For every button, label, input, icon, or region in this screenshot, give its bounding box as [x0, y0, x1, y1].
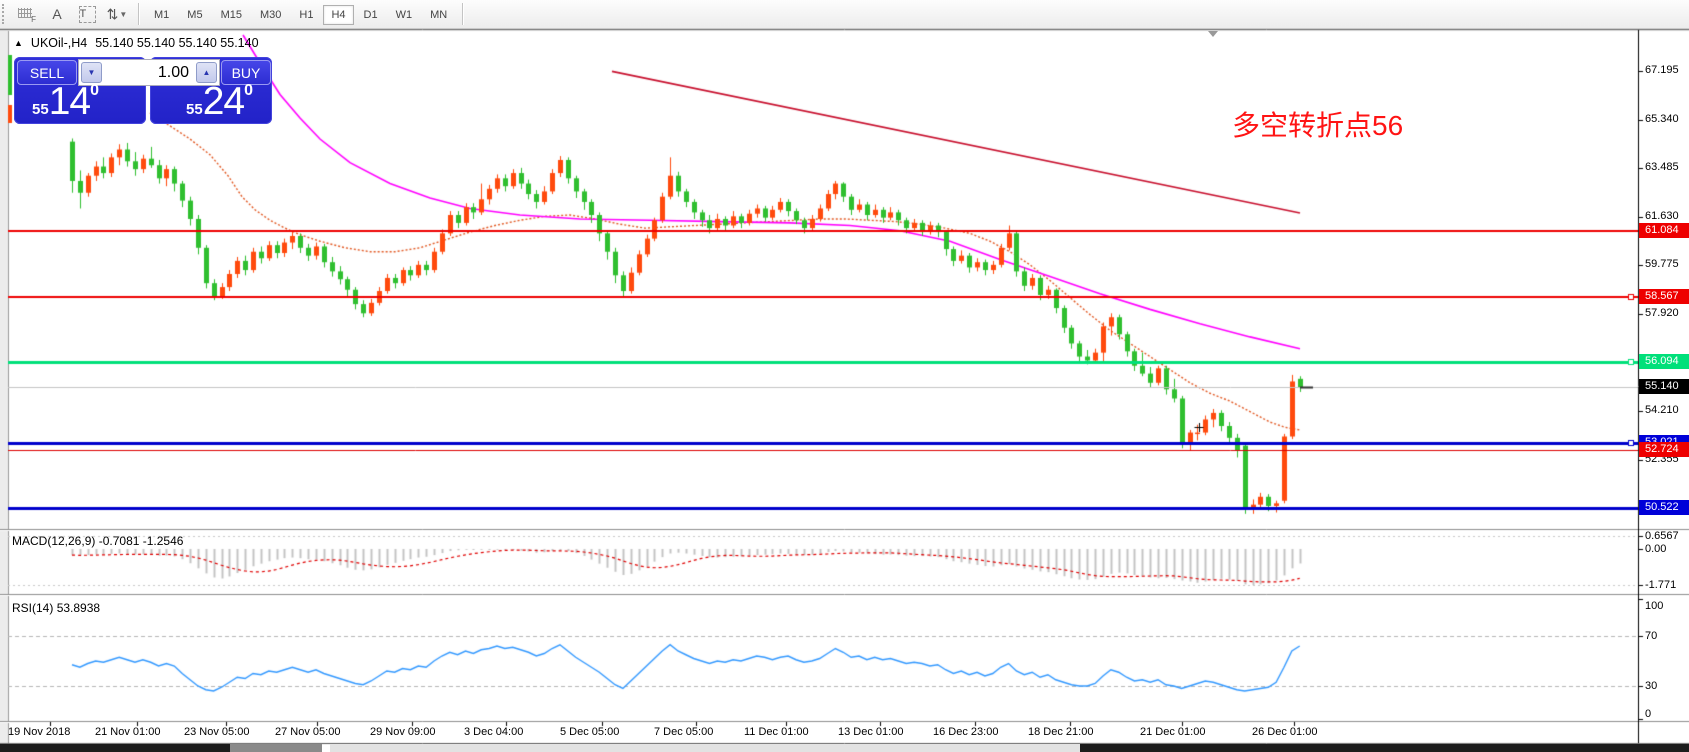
price-badge: 56.094: [1639, 353, 1689, 369]
price-badge: 55.140: [1639, 378, 1689, 394]
chart-shift-marker-icon[interactable]: [1208, 31, 1218, 37]
price-axis-label: 65.340: [1645, 112, 1679, 125]
time-axis-label: 23 Nov 05:00: [184, 726, 250, 738]
price-axis-label: 54.210: [1645, 404, 1679, 417]
time-axis-label: 11 Dec 01:00: [744, 726, 809, 738]
price-badge: 52.724: [1639, 442, 1689, 458]
timeframe-w1-button[interactable]: W1: [395, 9, 413, 21]
sell-price[interactable]: 55 14 0: [32, 80, 99, 123]
price-badge: 61.084: [1639, 223, 1689, 239]
collapse-icon[interactable]: ▲: [14, 38, 23, 48]
macd-axis-label: 0.6567: [1645, 529, 1679, 542]
rsi-axis-label: 0: [1645, 708, 1652, 720]
time-axis-label: 29 Nov 09:00: [370, 726, 436, 738]
time-axis-label: 26 Dec 01:00: [1252, 726, 1318, 738]
time-axis-label: 5 Dec 05:00: [560, 726, 620, 738]
templates-icon[interactable]: F: [14, 3, 40, 25]
time-axis-label: 21 Nov 01:00: [95, 726, 161, 738]
taskbar-segment[interactable]: [230, 744, 322, 752]
price-badge: 50.522: [1639, 499, 1689, 515]
timeframe-h1-button[interactable]: H1: [299, 9, 314, 21]
timeframe-m30-button[interactable]: M30: [259, 9, 282, 21]
taskbar-segment[interactable]: [1080, 744, 1689, 752]
timeframe-bar: M1 M5 M15 M30 H1 H4 D1 W1 MN: [145, 5, 456, 25]
price-axis-label: 59.775: [1645, 258, 1679, 271]
timeframe-m15-button[interactable]: M15: [220, 9, 242, 21]
buy-price[interactable]: 55 24 0: [186, 80, 253, 123]
volume-decrease-button[interactable]: ▼: [81, 62, 102, 83]
rsi-axis-label: 30: [1645, 680, 1658, 692]
buy-button[interactable]: BUY: [221, 60, 271, 85]
timeframe-mn-button[interactable]: MN: [430, 9, 448, 21]
time-axis-label: 27 Nov 05:00: [275, 726, 341, 738]
macd-axis-label: -1.771: [1645, 579, 1677, 591]
toolbar: F A T ⇅ ▼ M1 M5 M15 M30 H1 H4 D1 W1 MN: [0, 0, 1689, 29]
chevron-down-icon: ▼: [119, 9, 128, 19]
rsi-axis-label: 70: [1645, 630, 1658, 642]
time-axis-label: 3 Dec 04:00: [464, 726, 524, 738]
taskbar-segment[interactable]: [330, 744, 1080, 752]
rsi-label: RSI(14) 53.8938: [12, 601, 101, 615]
time-axis-label: 19 Nov 2018: [8, 726, 71, 738]
macd-axis-label: 0.00: [1645, 543, 1667, 555]
text-label-icon[interactable]: T: [74, 3, 100, 25]
price-axis-label: 63.485: [1645, 161, 1679, 174]
time-axis-label: 21 Dec 01:00: [1140, 726, 1206, 738]
volume-increase-button[interactable]: ▲: [196, 62, 217, 83]
toolbar-drag-handle[interactable]: [2, 4, 12, 24]
rsi-axis-label: 100: [1645, 600, 1664, 612]
price-axis-label: 67.195: [1645, 64, 1679, 76]
chart-annotation: 多空转折点56: [1232, 110, 1404, 141]
volume-control: ▼ ▲: [78, 59, 220, 86]
taskbar-segment[interactable]: [0, 744, 230, 752]
price-axis-label: 57.920: [1645, 307, 1679, 320]
timeframe-m5-button[interactable]: M5: [187, 9, 203, 21]
time-axis-label: 16 Dec 23:00: [933, 726, 999, 738]
sell-button[interactable]: SELL: [17, 60, 77, 85]
font-icon[interactable]: A: [52, 6, 62, 22]
time-axis-label: 18 Dec 21:00: [1028, 726, 1094, 738]
quote-values: 55.140 55.140 55.140 55.140: [95, 36, 259, 50]
symbol-label: UKOil-,H4: [30, 36, 88, 50]
toolbar-separator: [462, 3, 464, 25]
toolbar-separator: [138, 3, 139, 25]
chart-title: ▲ UKOil-,H4 55.140 55.140 55.140 55.140: [14, 36, 259, 50]
timeframe-d1-button[interactable]: D1: [363, 9, 378, 21]
time-axis-label: 13 Dec 01:00: [838, 726, 904, 738]
macd-label: MACD(12,26,9) -0.7081 -1.2546: [12, 534, 184, 548]
time-axis-label: 7 Dec 05:00: [654, 726, 714, 738]
price-badge: 58.567: [1639, 289, 1689, 305]
timeframe-h4-button[interactable]: H4: [323, 5, 354, 25]
timeframe-m1-button[interactable]: M1: [154, 9, 170, 21]
price-axis-label: 61.630: [1645, 209, 1679, 222]
arrange-icon[interactable]: ⇅ ▼: [106, 5, 128, 22]
volume-input[interactable]: [104, 60, 194, 85]
